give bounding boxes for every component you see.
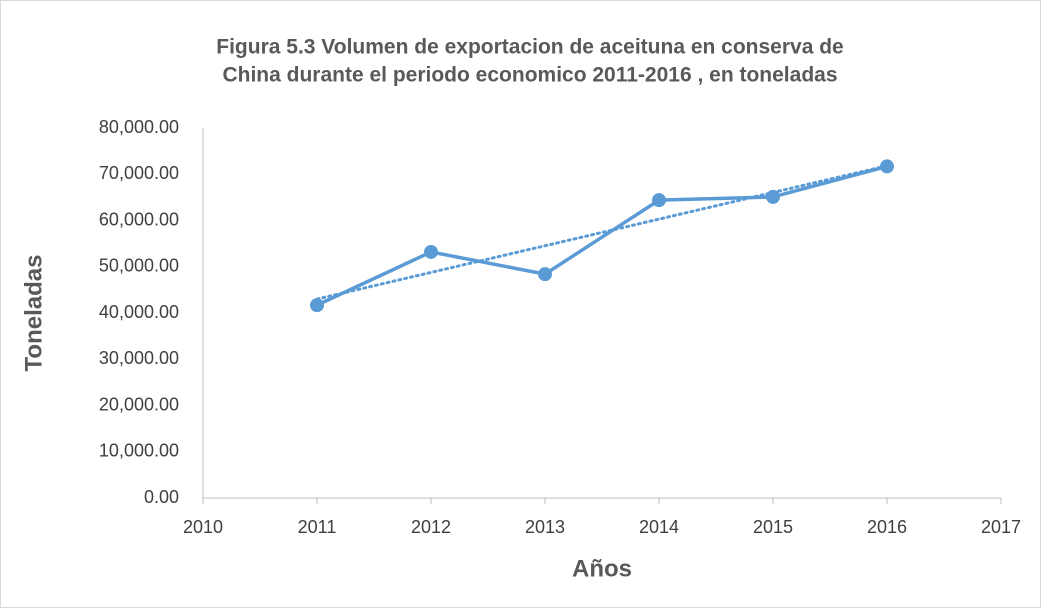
x-tick-label: 2017 [981, 517, 1021, 537]
data-point [652, 193, 666, 208]
x-tick-label: 2015 [753, 517, 793, 537]
x-tick-label: 2011 [298, 517, 337, 537]
y-tick-label: 20,000.00 [99, 394, 179, 414]
data-point [538, 267, 552, 282]
y-tick-label: 50,000.00 [99, 256, 179, 276]
y-tick-label: 40,000.00 [99, 302, 179, 322]
data-point [310, 298, 324, 313]
x-tick-label: 2012 [411, 517, 451, 537]
data-point [424, 244, 438, 259]
y-tick-label: 0.00 [144, 487, 179, 507]
data-point [766, 189, 780, 204]
x-tick-label: 2016 [867, 517, 907, 537]
series-line [316, 164, 888, 307]
chart-title: China durante el periodo economico 2011-… [222, 64, 837, 87]
y-tick-label: 30,000.00 [99, 348, 179, 368]
y-tick-label: 70,000.00 [99, 163, 179, 183]
y-tick-label: 10,000.00 [99, 441, 179, 461]
x-tick-label: 2014 [639, 517, 679, 537]
y-tick-label: 80,000.00 [99, 117, 179, 137]
data-point [880, 159, 894, 174]
x-tick-label: 2013 [525, 517, 565, 537]
y-tick-label: 60,000.00 [99, 209, 179, 229]
x-tick-label: 2010 [183, 517, 223, 537]
x-axis-title: Años [572, 555, 632, 582]
chart-title: Figura 5.3 Volumen de exportacion de ace… [216, 36, 843, 59]
trendline [315, 164, 889, 301]
y-axis-title: Toneladas [20, 255, 47, 372]
